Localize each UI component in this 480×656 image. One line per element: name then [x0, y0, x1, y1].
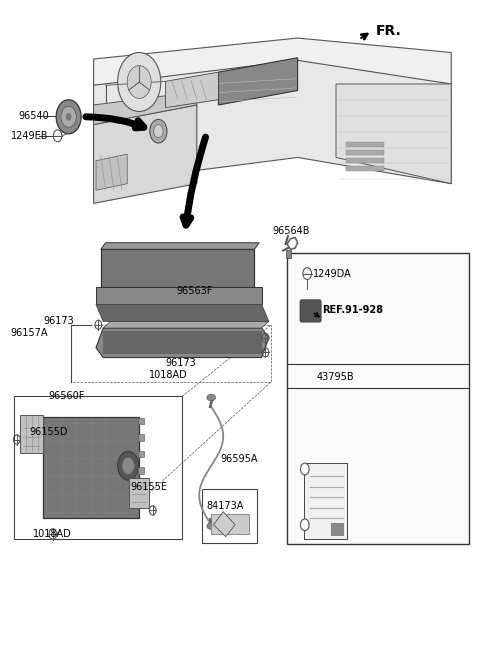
Bar [20, 415, 43, 453]
Text: 1018AD: 1018AD [33, 529, 72, 539]
Circle shape [154, 125, 163, 138]
Polygon shape [214, 512, 235, 537]
Bar [138, 451, 144, 457]
Text: 1249DA: 1249DA [313, 268, 352, 279]
Text: FR.: FR. [376, 24, 402, 39]
Circle shape [300, 519, 309, 531]
Circle shape [118, 451, 139, 480]
Text: 96173: 96173 [43, 316, 74, 327]
Text: 96564B: 96564B [273, 226, 310, 236]
Circle shape [61, 106, 76, 127]
FancyBboxPatch shape [300, 300, 321, 322]
Text: 96540: 96540 [18, 111, 49, 121]
Polygon shape [211, 514, 249, 534]
Circle shape [56, 100, 81, 134]
Polygon shape [103, 321, 269, 328]
Polygon shape [101, 249, 254, 287]
Ellipse shape [207, 523, 216, 529]
Circle shape [127, 66, 151, 98]
Text: 96560F: 96560F [48, 391, 84, 401]
Text: 96157A: 96157A [11, 328, 48, 338]
Polygon shape [336, 84, 451, 184]
Polygon shape [96, 154, 127, 190]
Text: REF.91-928: REF.91-928 [323, 304, 384, 315]
Text: 1018AD: 1018AD [149, 370, 188, 380]
Polygon shape [96, 328, 269, 358]
Polygon shape [94, 92, 197, 125]
Bar [138, 467, 144, 474]
Polygon shape [96, 287, 262, 304]
Text: 96155D: 96155D [30, 426, 68, 437]
Text: 1249EB: 1249EB [11, 131, 48, 141]
Polygon shape [94, 105, 197, 203]
Bar [138, 418, 144, 424]
Polygon shape [94, 60, 451, 184]
Bar [138, 483, 144, 490]
Text: 96173: 96173 [166, 358, 196, 369]
Bar [286, 250, 291, 258]
Bar [346, 166, 384, 171]
Circle shape [66, 113, 72, 121]
Bar [202, 489, 257, 543]
Bar [14, 396, 182, 539]
Bar [138, 434, 144, 441]
Circle shape [300, 463, 309, 475]
Bar [43, 417, 139, 518]
Circle shape [118, 52, 161, 112]
Polygon shape [218, 58, 298, 105]
Bar [346, 158, 384, 163]
Text: 96563F: 96563F [177, 286, 213, 297]
Polygon shape [166, 72, 218, 108]
Polygon shape [94, 38, 451, 85]
Ellipse shape [207, 394, 216, 401]
Text: 84173A: 84173A [206, 501, 244, 512]
Polygon shape [96, 304, 269, 321]
FancyBboxPatch shape [304, 463, 347, 539]
Polygon shape [103, 331, 262, 354]
Bar [331, 523, 343, 535]
Polygon shape [101, 243, 259, 249]
Bar [138, 500, 144, 506]
Bar [287, 253, 469, 544]
Circle shape [122, 457, 134, 474]
Circle shape [150, 119, 167, 143]
Text: 96595A: 96595A [221, 454, 258, 464]
Bar [129, 478, 149, 508]
Bar [346, 142, 384, 147]
Text: 96155E: 96155E [131, 482, 168, 492]
Bar [346, 150, 384, 155]
Text: 43795B: 43795B [317, 371, 354, 382]
